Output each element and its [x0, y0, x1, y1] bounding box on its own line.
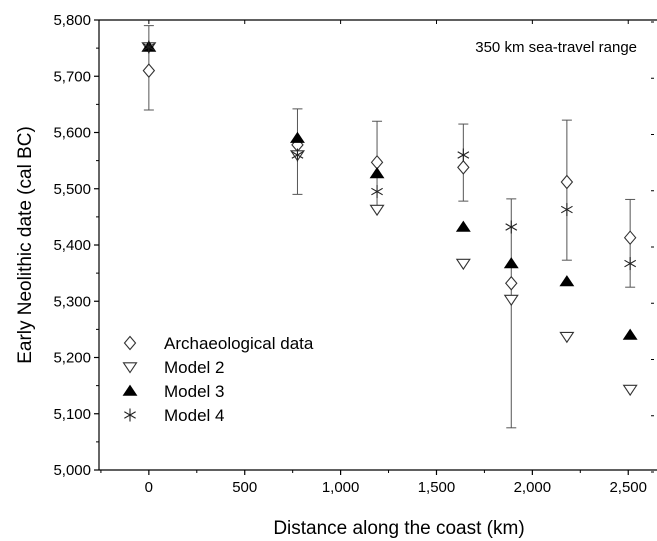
archaeological-data-point — [505, 275, 518, 291]
legend-item-model-3: Model 3 — [164, 382, 224, 401]
asterisk-stroke — [142, 43, 155, 51]
asterisk-stroke — [560, 205, 573, 214]
model-2-point — [559, 331, 575, 344]
model-3-point — [622, 328, 638, 340]
y-tick-label: 5,400 — [53, 237, 91, 254]
y-axis-title: Early Neolithic date (cal BC) — [15, 126, 36, 364]
model-3-point — [455, 220, 471, 232]
y-tick-label: 5,500 — [53, 181, 91, 198]
x-tick-label: 1,000 — [322, 479, 360, 496]
x-axis-title: Distance along the coast (km) — [273, 518, 524, 539]
archaeological-data-point — [560, 174, 574, 190]
model-3-point — [369, 167, 385, 179]
archaeological-data-point — [623, 230, 637, 246]
asterisk-stroke — [371, 187, 383, 196]
legend-marker — [122, 362, 138, 374]
model-4-point — [624, 257, 637, 271]
model-2-point — [455, 258, 471, 271]
asterisk-stroke — [505, 223, 518, 231]
x-tick-label: 1,500 — [418, 479, 456, 496]
x-tick-label: 2,500 — [609, 479, 647, 496]
model-4-point — [371, 185, 383, 199]
legend-item-archaeological-data: Archaeological data — [164, 334, 314, 353]
y-tick-label: 5,600 — [53, 125, 91, 142]
y-tick-label: 5,200 — [53, 350, 91, 367]
asterisk-stroke — [624, 259, 637, 268]
model-3-point — [559, 275, 575, 287]
legend-marker — [122, 384, 138, 396]
legend-item-model-4: Model 4 — [164, 406, 224, 425]
model-4-point — [505, 220, 518, 234]
asterisk-stroke — [457, 151, 470, 159]
y-tick-label: 5,000 — [53, 462, 91, 479]
model-2-point — [622, 384, 638, 397]
archaeological-data-point — [457, 160, 470, 175]
model-4-point — [291, 148, 304, 162]
model-2-point — [369, 204, 385, 217]
y-tick-label: 5,100 — [53, 406, 91, 423]
y-tick-label: 5,800 — [53, 12, 91, 29]
y-tick-label: 5,300 — [53, 293, 91, 310]
model-2-point — [503, 294, 519, 307]
x-tick-label: 500 — [232, 479, 257, 496]
model-4-point — [457, 148, 470, 162]
data-markers — [141, 40, 638, 397]
legend-marker — [123, 335, 137, 351]
asterisk-stroke — [124, 411, 136, 419]
x-tick-label: 2,000 — [514, 479, 552, 496]
model-4-point — [560, 203, 573, 217]
legend-marker — [124, 408, 136, 422]
y-tick-label: 5,700 — [53, 68, 91, 85]
legend: Archaeological data Model 2 Model 3 Model 4 — [122, 334, 314, 425]
model-3-point — [290, 131, 305, 143]
annotation-sea-travel-range: 350 km sea-travel range — [475, 39, 637, 56]
legend-item-model-2: Model 2 — [164, 358, 224, 377]
asterisk-stroke — [291, 151, 304, 159]
axes: 5,000 5,100 5,200 5,300 5,400 5,500 5,600 5,700… — [53, 12, 657, 496]
model-3-point — [503, 257, 519, 269]
x-tick-label: 0 — [145, 479, 153, 496]
archaeological-data-point — [370, 154, 384, 170]
model-4-point — [142, 40, 155, 54]
archaeological-data-point — [142, 63, 156, 78]
